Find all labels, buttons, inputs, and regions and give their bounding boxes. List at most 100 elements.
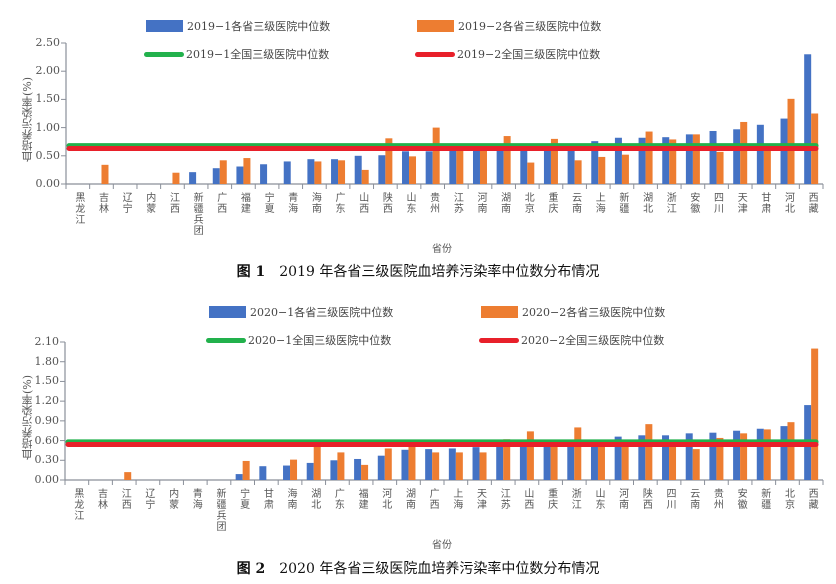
x-category-label: 江西 [119, 488, 131, 510]
bar [763, 149, 771, 184]
legend-line-2019-2: 2019−2全国三级医院中位数 [415, 46, 600, 62]
x-category-label: 新疆 [758, 488, 770, 510]
x-category-label: 黑龙江 [72, 192, 84, 225]
y-tick-label: 0.00 [34, 473, 60, 486]
bar [259, 466, 267, 480]
bar [614, 436, 622, 480]
bar [124, 472, 132, 480]
x-category-label: 甘肃 [758, 192, 770, 214]
bar [189, 172, 197, 184]
x-category-label: 浙江 [664, 192, 676, 214]
x-category-label: 青海 [285, 192, 297, 214]
bar [520, 149, 528, 184]
bar [669, 443, 677, 480]
bar [574, 427, 582, 480]
x-category-label: 辽宁 [142, 488, 154, 510]
bar [709, 432, 717, 480]
bar [378, 155, 386, 184]
bar [638, 435, 646, 480]
y-tick-label: 0.50 [35, 148, 61, 162]
bar [449, 149, 457, 184]
bar [455, 452, 463, 480]
bar [377, 455, 385, 480]
x-category-label: 山西 [356, 192, 368, 214]
x-category-label: 青海 [190, 488, 202, 510]
y-tick-label: 0.60 [34, 433, 60, 447]
legend-swatch-green-line [206, 337, 246, 343]
legend-swatch-green-line [144, 51, 184, 57]
x-category-label: 上海 [450, 488, 462, 510]
x-category-label: 云南 [569, 192, 581, 214]
x-category-label: 湖南 [498, 192, 510, 214]
bar [472, 149, 480, 184]
x-category-label: 江西 [167, 192, 179, 214]
x-category-label: 甘肃 [261, 488, 273, 510]
bar [401, 449, 409, 480]
x-category-label: 云南 [687, 488, 699, 510]
y-tick-label: 1.50 [35, 92, 61, 106]
bar [243, 158, 251, 184]
bar [811, 348, 819, 480]
x-category-label: 江苏 [451, 192, 463, 214]
bar [283, 161, 291, 184]
legend-swatch-orange [417, 20, 454, 32]
bar [408, 443, 416, 480]
bar [219, 160, 227, 184]
bar [591, 141, 599, 184]
y-tick-label: 0.90 [34, 413, 60, 427]
x-category-label: 山西 [521, 488, 533, 510]
x-category-label: 山东 [592, 488, 604, 510]
bar [550, 138, 558, 184]
bar [804, 54, 812, 184]
bar [543, 441, 551, 480]
legend-line-2019-1: 2019−1全国三级医院中位数 [144, 46, 329, 62]
legend-line-2020-2: 2020−2全国三级医院中位数 [479, 332, 664, 348]
bar [567, 149, 575, 184]
x-category-label: 天津 [735, 192, 747, 214]
bar [716, 151, 724, 184]
bar [479, 149, 487, 184]
bar [567, 441, 575, 480]
bar [313, 443, 321, 480]
y-tick-label: 1.50 [34, 374, 60, 388]
bar [283, 465, 291, 480]
bar [733, 430, 741, 480]
bar [733, 129, 741, 184]
bar [740, 433, 748, 480]
bar [598, 156, 606, 184]
bar [692, 449, 700, 480]
bar [709, 130, 717, 184]
x-category-label: 广西 [214, 192, 226, 214]
bar [101, 164, 109, 184]
x-category-label: 陕西 [640, 488, 652, 510]
x-category-label: 海南 [309, 192, 321, 214]
bar [306, 462, 314, 480]
x-category-label: 贵州 [427, 192, 439, 214]
x-category-label: 四川 [664, 488, 676, 510]
bar [496, 149, 504, 184]
bar [260, 164, 268, 184]
figure-1-caption: 图 1 2019 年各省三级医院血培养污染率中位数分布情况 [236, 264, 600, 280]
legend-swatch-red-line [415, 51, 455, 57]
bar [638, 137, 646, 184]
x-category-label: 湖南 [403, 488, 415, 510]
bar [236, 166, 244, 184]
x-category-label: 重庆 [545, 192, 557, 214]
bar [621, 443, 629, 480]
bar [330, 460, 338, 480]
x-category-label: 山东 [404, 192, 416, 214]
bar [685, 433, 693, 480]
y-tick-label: 2.00 [35, 64, 61, 78]
x-category-label: 四川 [711, 192, 723, 214]
bar [763, 429, 771, 480]
bar [614, 137, 622, 184]
x-category-label: 广东 [333, 192, 345, 214]
bar [338, 160, 346, 184]
bar [242, 460, 250, 480]
y-tick-label: 1.80 [34, 354, 60, 368]
x-category-label: 安徽 [735, 488, 747, 510]
x-category-label: 湖北 [308, 488, 320, 510]
x-category-label: 北京 [522, 192, 534, 214]
bar [361, 169, 369, 184]
bar [756, 124, 764, 184]
